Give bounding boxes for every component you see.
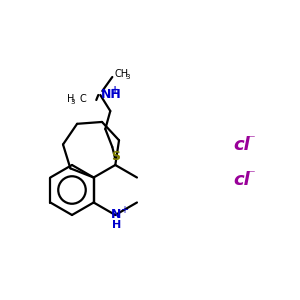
Text: cl: cl (234, 136, 250, 154)
Text: cl: cl (234, 171, 250, 189)
Text: CH: CH (114, 69, 128, 79)
Text: N: N (111, 208, 122, 221)
Text: C: C (79, 94, 86, 104)
Text: +: + (111, 85, 119, 95)
Text: +: + (120, 205, 128, 215)
Text: NH: NH (101, 88, 122, 101)
Text: H: H (67, 94, 74, 104)
Text: 3: 3 (71, 99, 75, 105)
Text: ⁻: ⁻ (248, 134, 255, 146)
Text: H: H (112, 220, 121, 230)
Text: ⁻: ⁻ (248, 169, 255, 182)
Text: S: S (111, 150, 120, 163)
Text: 3: 3 (125, 74, 130, 80)
